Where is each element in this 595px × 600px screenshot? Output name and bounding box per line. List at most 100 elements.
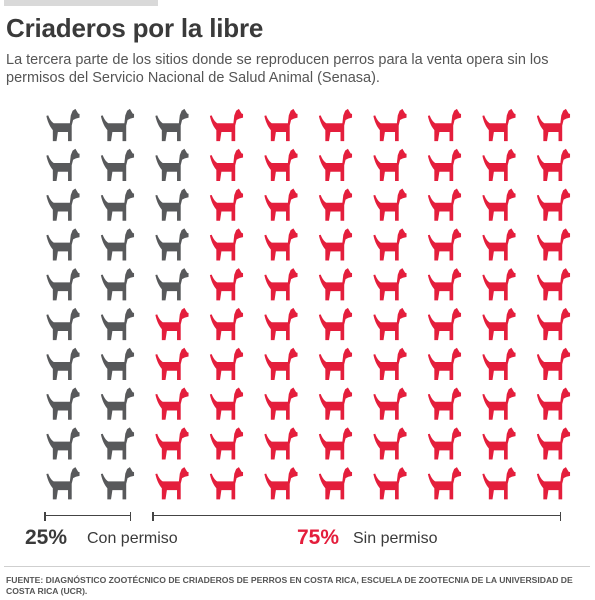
footer-divider (4, 566, 590, 567)
dog-icon (155, 148, 189, 181)
dog-icon (209, 427, 244, 460)
dog-icon (264, 427, 298, 460)
chart-title: Criaderos por la libre (6, 13, 264, 43)
dog-icon (482, 228, 516, 261)
dog-icon (482, 387, 516, 420)
dog-icon (318, 268, 353, 301)
dog-icon (155, 228, 189, 261)
dog-icon (46, 387, 80, 420)
dog-icon (482, 467, 516, 500)
dog-icon (427, 148, 462, 181)
dog-icon (482, 108, 516, 142)
dog-icon (46, 427, 80, 460)
dog-icon (318, 467, 353, 500)
dog-icon (100, 427, 135, 460)
dog-icon (536, 108, 571, 142)
dog-icon (209, 188, 244, 221)
dog-icon (318, 387, 353, 420)
dog-icon (373, 148, 407, 181)
dog-icon (155, 467, 189, 500)
dog-icon (318, 427, 353, 460)
dog-icon (482, 188, 516, 221)
dog-icon (100, 108, 135, 142)
dog-icon (427, 228, 462, 261)
dog-icon (100, 188, 135, 221)
dog-icon (100, 148, 135, 181)
dog-icon (46, 467, 80, 500)
dog-icon (427, 387, 462, 420)
dog-icon (264, 188, 298, 221)
dog-icon (155, 188, 189, 221)
dog-icon (46, 228, 80, 261)
sin-permiso-bracket (152, 512, 561, 524)
dog-icon (155, 427, 189, 460)
dog-icon (100, 347, 135, 380)
dog-icon (373, 188, 407, 221)
dog-icon (482, 427, 516, 460)
dog-icon (318, 347, 353, 380)
dog-icon (536, 467, 571, 500)
dog-icon (46, 188, 80, 221)
dog-icon (373, 467, 407, 500)
dog-icon (264, 467, 298, 500)
con-permiso-percent: 25% (25, 526, 68, 549)
dog-icon (536, 268, 571, 301)
dog-icon (264, 228, 298, 261)
dog-icon (482, 268, 516, 301)
dog-icon (427, 347, 462, 380)
dog-icon (482, 148, 516, 181)
dog-icon (100, 228, 135, 261)
dog-icon (100, 268, 135, 301)
dog-icon (536, 148, 571, 181)
dog-icon (100, 387, 135, 420)
dog-icon (209, 108, 244, 142)
con-permiso-label: Con permiso (87, 530, 178, 547)
dog-icon (373, 387, 407, 420)
dog-icon (318, 307, 353, 341)
dog-icon (427, 467, 462, 500)
dog-icon (318, 108, 353, 142)
dog-icon (536, 307, 571, 341)
dog-icon (264, 387, 298, 420)
con-permiso-bracket (44, 512, 131, 524)
dog-icon (155, 307, 189, 341)
dog-icon (46, 268, 80, 301)
dog-icon (209, 268, 244, 301)
dog-icon (427, 188, 462, 221)
dog-icon (209, 307, 244, 341)
dog-icon (427, 268, 462, 301)
dog-icon (209, 228, 244, 261)
dog-icon (373, 108, 407, 142)
dog-icon (264, 307, 298, 341)
dog-icon (318, 188, 353, 221)
dog-icon (155, 347, 189, 380)
dog-icon (373, 268, 407, 301)
dog-icon (155, 108, 189, 142)
dog-icon (209, 467, 244, 500)
dog-icon (209, 148, 244, 181)
dog-icon (46, 307, 80, 341)
dog-icon (536, 427, 571, 460)
dog-icon (318, 228, 353, 261)
top-accent-bar (4, 0, 158, 6)
dog-icon (536, 228, 571, 261)
dog-icon (264, 148, 298, 181)
dog-icon (264, 347, 298, 380)
dog-icon (155, 268, 189, 301)
dog-icon (536, 188, 571, 221)
dog-icon (427, 427, 462, 460)
dog-icon (373, 307, 407, 341)
dog-icon (46, 347, 80, 380)
dog-icon (373, 427, 407, 460)
dog-icon (155, 387, 189, 420)
dog-icon (100, 307, 135, 341)
dog-icon (46, 148, 80, 181)
dog-icon (264, 268, 298, 301)
sin-permiso-percent: 75% (297, 526, 340, 549)
dog-icon (373, 347, 407, 380)
dog-icon (46, 108, 80, 142)
dog-icon (100, 467, 135, 500)
dog-icon (482, 307, 516, 341)
dog-icon (427, 108, 462, 142)
